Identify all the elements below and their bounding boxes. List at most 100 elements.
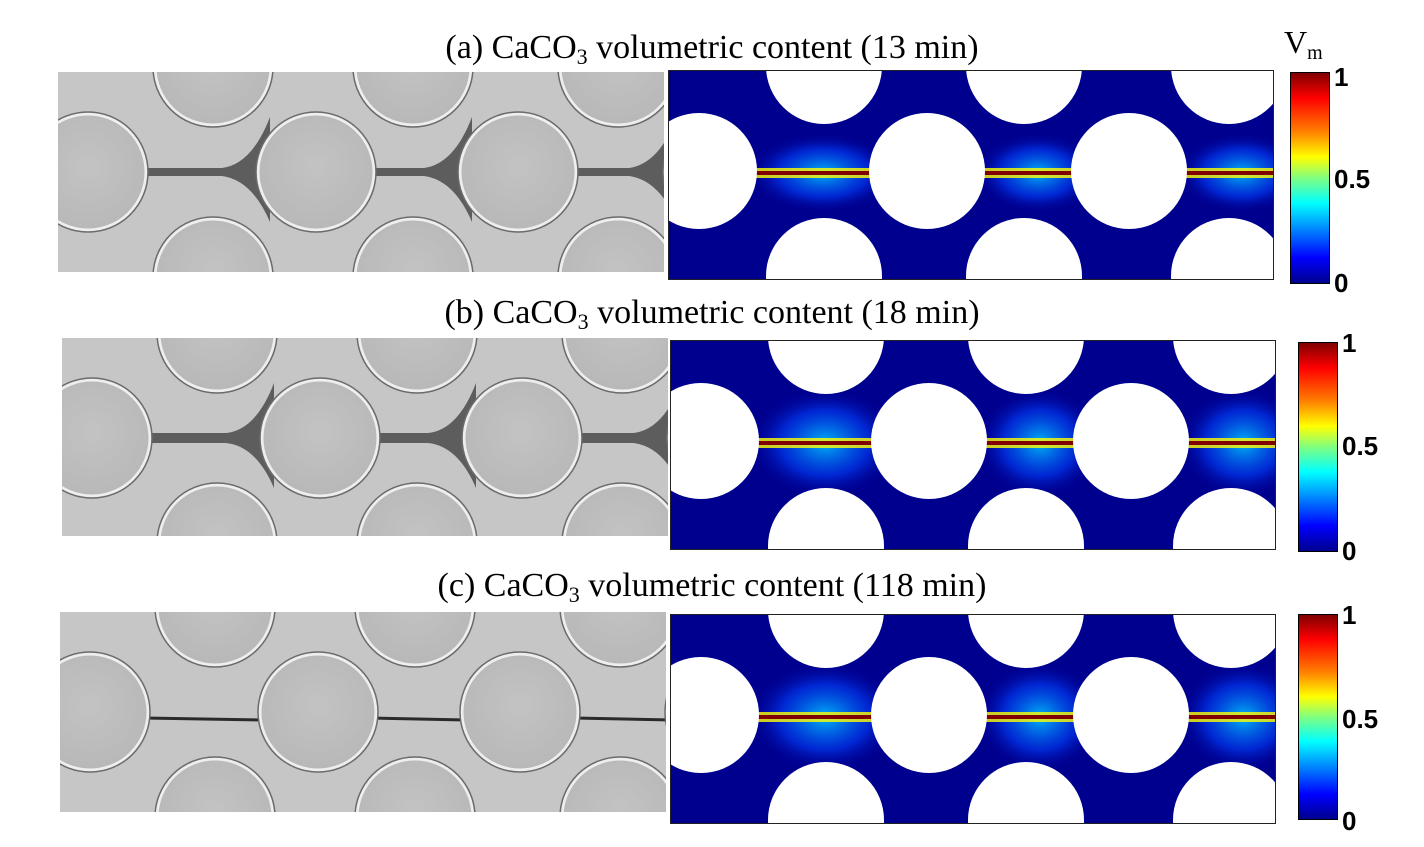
grain-edge	[461, 377, 583, 499]
sim-grain	[966, 218, 1082, 279]
sim-peak	[983, 171, 1079, 175]
grain-edge	[259, 377, 381, 499]
simulation-map-b	[670, 340, 1276, 550]
grain	[157, 483, 277, 536]
caption-c-prefix: (c) CaCO	[437, 567, 569, 604]
caption-a-prefix: (a) CaCO	[445, 29, 577, 66]
sim-grain	[1171, 218, 1273, 279]
sim-grain	[968, 615, 1084, 668]
sim-grain	[671, 383, 759, 499]
sim-grain	[869, 113, 985, 229]
colorbar-b	[1298, 342, 1338, 552]
grain	[355, 612, 475, 667]
colorbar-b-tick-0: 0	[1342, 536, 1357, 566]
simulation-map-a	[668, 70, 1274, 280]
sim-grain	[1071, 113, 1187, 229]
caption-b-sub: 3	[577, 309, 589, 334]
colorbar-a-tick-0: 0	[1334, 268, 1349, 298]
sim-grain	[1073, 657, 1189, 773]
grain-edge	[557, 72, 664, 128]
sim-grain	[966, 71, 1082, 124]
grain	[153, 217, 273, 272]
sim-grain	[766, 71, 882, 124]
caption-b: (b) CaCO3 volumetric content (18 min)	[0, 293, 1424, 333]
grain	[558, 72, 664, 127]
grain-edge	[561, 482, 668, 536]
sim-grain	[1173, 615, 1275, 668]
grain	[357, 483, 477, 536]
colorbar-c	[1298, 614, 1338, 820]
grain-edge	[156, 482, 278, 536]
precipitate-band	[142, 117, 270, 222]
grain	[256, 112, 376, 232]
sim-grain	[871, 657, 987, 773]
grain-edge	[459, 651, 581, 773]
simulation-map-a-svg	[669, 71, 1273, 279]
sim-grain	[1173, 341, 1275, 394]
grain-edge	[559, 756, 666, 812]
grain	[353, 72, 473, 127]
colorbar-label-main: V	[1284, 24, 1308, 60]
micrograph-a	[58, 72, 664, 272]
grain	[157, 338, 277, 393]
sim-peak	[1185, 171, 1273, 175]
precipitate-band	[146, 383, 274, 488]
grain	[562, 338, 668, 393]
colorbar-b-tick-1: 1	[1342, 328, 1357, 358]
grain	[558, 217, 664, 272]
precipitate-band	[370, 117, 472, 222]
sim-grain	[768, 615, 884, 668]
sim-peak	[755, 171, 877, 175]
sim-peak	[985, 441, 1081, 445]
grain	[355, 757, 475, 812]
sim-grain	[768, 762, 884, 823]
precipitate-band	[572, 143, 664, 199]
grain-edge	[156, 338, 278, 394]
colorbar-c-tick-0: 0	[1342, 806, 1357, 836]
grain	[155, 757, 275, 812]
grain	[560, 757, 666, 812]
sim-grain	[766, 218, 882, 279]
grain-edge	[664, 697, 666, 727]
grain-edge	[154, 612, 276, 668]
grain-edge	[662, 157, 664, 187]
sim-grain	[671, 657, 759, 773]
simulation-map-c-svg	[671, 615, 1275, 823]
colorbar-a-tick-1: 1	[1334, 62, 1349, 92]
sim-grain	[871, 383, 987, 499]
sim-grain	[968, 762, 1084, 823]
grain-edge	[356, 482, 478, 536]
colorbar-label: Vm	[1284, 24, 1323, 63]
grain	[562, 483, 668, 536]
sim-grain	[968, 341, 1084, 394]
grain-edge	[354, 612, 476, 668]
grain-edge	[352, 72, 474, 128]
precipitate-line	[371, 716, 467, 722]
caption-c-sub: 3	[568, 582, 580, 607]
micrograph-c	[60, 612, 666, 812]
micrograph-b-svg	[62, 338, 668, 536]
caption-c-suffix: volumetric content (118 min)	[579, 567, 987, 604]
grain	[62, 378, 152, 498]
grain-edge	[457, 111, 579, 233]
sim-grain	[669, 113, 757, 229]
precipitate-band	[374, 383, 476, 488]
grain-edge	[255, 111, 377, 233]
grain	[458, 112, 578, 232]
colorbar-b-tick-05: 0.5	[1342, 431, 1379, 461]
grain-edge	[559, 612, 666, 668]
grain-edge	[354, 756, 476, 812]
grain-edge	[58, 111, 149, 233]
grain-edge	[152, 72, 274, 128]
sim-grain	[968, 488, 1084, 549]
colorbar-a	[1290, 72, 1330, 284]
grain-edge	[557, 216, 664, 272]
sim-peak	[1187, 441, 1275, 445]
sim-grain	[768, 341, 884, 394]
grain-edge	[62, 377, 153, 499]
grain-edge	[356, 338, 478, 394]
grain-edge	[257, 651, 379, 773]
grain	[460, 652, 580, 772]
precipitate-band	[576, 408, 668, 465]
sim-grain	[768, 488, 884, 549]
